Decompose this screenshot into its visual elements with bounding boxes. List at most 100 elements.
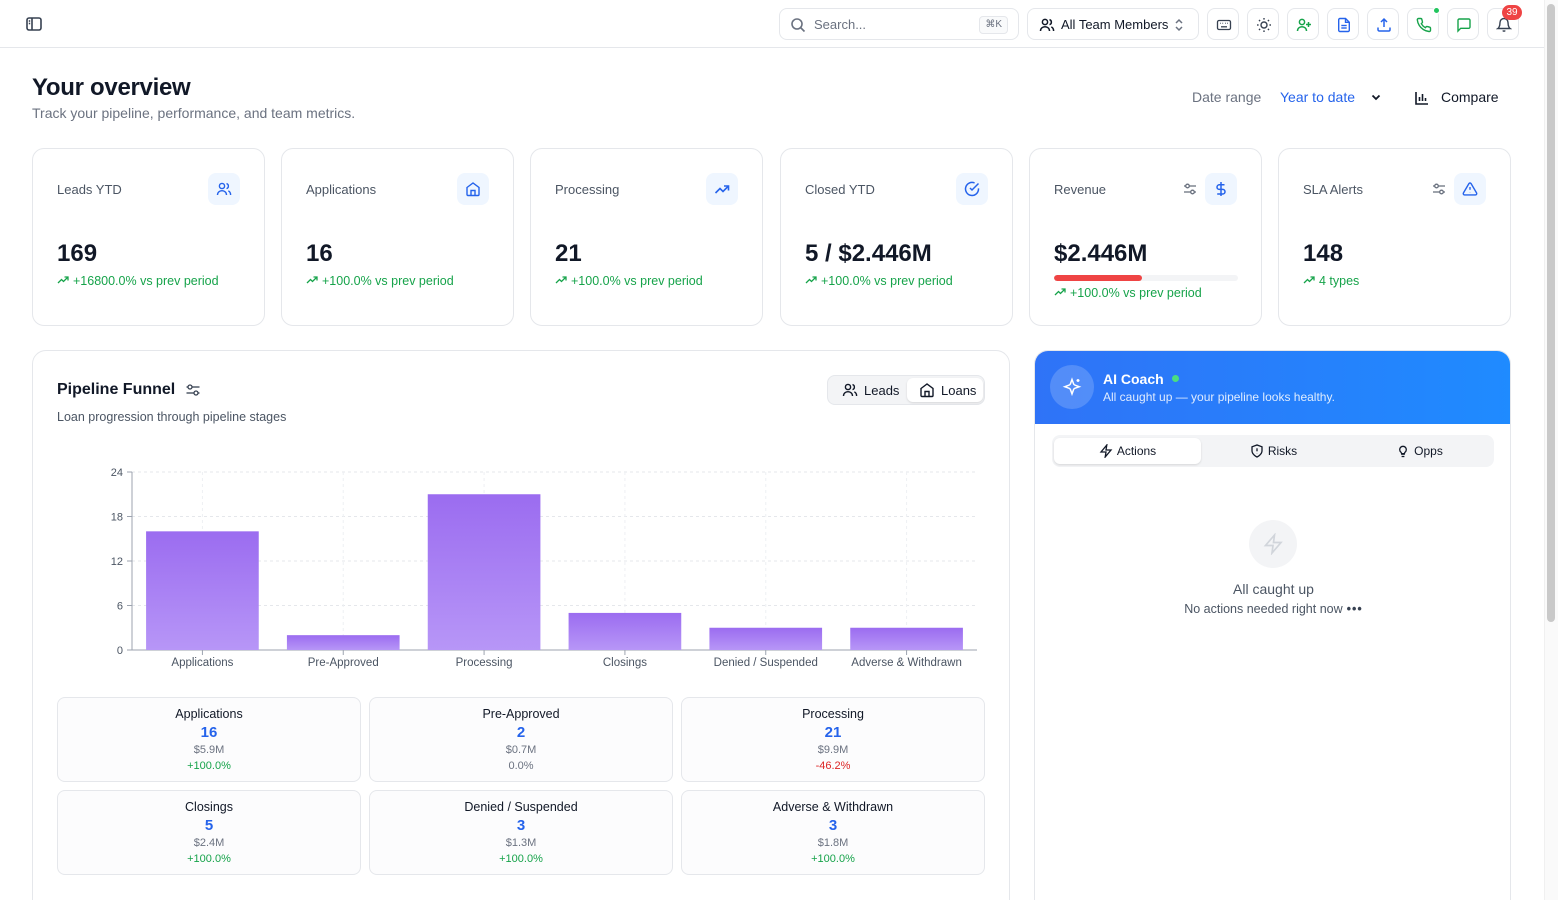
tab-actions[interactable]: Actions (1054, 438, 1201, 464)
empty-state-subtitle: No actions needed right now ••• (1184, 602, 1363, 616)
metric-card-revenue[interactable]: Revenue $2.446M +100.0% vs prev period (1029, 148, 1262, 326)
tab-opps[interactable]: Opps (1346, 438, 1493, 464)
alert-triangle-icon (1454, 173, 1486, 205)
metric-change: +100.0% vs prev period (805, 274, 953, 288)
stage-change: 0.0% (508, 760, 534, 772)
stage-stat-processing[interactable]: Processing 21 $9.9M -46.2% (681, 697, 985, 782)
notifications-button[interactable]: 39 (1487, 5, 1522, 40)
metric-change: +16800.0% vs prev period (57, 274, 219, 288)
stage-stat-pre-approved[interactable]: Pre-Approved 2 $0.7M 0.0% (369, 697, 673, 782)
date-range-select[interactable]: Year to date (1280, 89, 1355, 105)
metric-label: Processing (555, 182, 620, 197)
home-icon (920, 383, 934, 398)
stage-label: Processing (802, 707, 864, 721)
keyboard-button[interactable] (1207, 8, 1239, 40)
chart-bar[interactable] (850, 627, 963, 650)
x-tick-label: Adverse & Withdrawn (851, 657, 962, 669)
stage-stat-denied-suspended[interactable]: Denied / Suspended 3 $1.3M +100.0% (369, 790, 673, 875)
date-range-label: Date range (1192, 89, 1262, 105)
shield-icon (1251, 444, 1263, 458)
metric-card-closed[interactable]: Closed YTD 5 / $2.446M +100.0% vs prev p… (780, 148, 1013, 326)
metric-change: +100.0% vs prev period (306, 274, 454, 288)
upload-button[interactable] (1367, 8, 1399, 40)
metric-label: SLA Alerts (1303, 182, 1363, 197)
sliders-icon[interactable] (1432, 182, 1446, 196)
upload-icon (1377, 17, 1391, 32)
chart-bar[interactable] (286, 635, 400, 650)
metric-value: 16 (306, 240, 333, 267)
ai-coach-header: AI Coach All caught up — your pipeline l… (1035, 351, 1510, 424)
sparkles-icon (1050, 365, 1094, 409)
zap-icon (1249, 520, 1297, 568)
funnel-subtitle: Loan progression through pipeline stages (57, 410, 287, 424)
phone-status-dot (1433, 7, 1440, 14)
metric-card-applications[interactable]: Applications 16 +100.0% vs prev period (281, 148, 514, 326)
messages-button[interactable] (1447, 8, 1479, 40)
stage-amount: $1.8M (817, 837, 849, 849)
stage-amount: $1.3M (505, 837, 537, 849)
notifications-badge: 39 (1502, 5, 1522, 20)
stage-count: 3 (828, 817, 838, 834)
stage-amount: $2.4M (193, 837, 225, 849)
x-tick-label: Applications (171, 657, 233, 669)
phone-icon (1416, 17, 1432, 33)
stage-amount: $9.9M (817, 744, 849, 756)
tab-risks[interactable]: Risks (1200, 438, 1347, 464)
sliders-icon[interactable] (1183, 182, 1197, 196)
trending-up-icon (1303, 276, 1315, 284)
stage-label: Applications (175, 707, 243, 721)
stage-stat-adverse-withdrawn[interactable]: Adverse & Withdrawn 3 $1.8M +100.0% (681, 790, 985, 875)
metric-card-processing[interactable]: Processing 21 +100.0% vs prev period (530, 148, 763, 326)
more-dots-icon[interactable]: ••• (1346, 602, 1363, 616)
toggle-leads[interactable]: Leads (830, 378, 906, 402)
chart-bar[interactable] (709, 627, 823, 650)
metric-change: +100.0% vs prev period (1054, 286, 1202, 300)
user-plus-icon (1296, 18, 1311, 32)
metric-card-sla-alerts[interactable]: SLA Alerts 148 4 types (1278, 148, 1511, 326)
x-tick-label: Closings (603, 657, 647, 669)
leads-loans-toggle: Leads Loans (827, 375, 985, 405)
phone-button[interactable] (1407, 7, 1440, 40)
x-tick-label: Processing (456, 657, 513, 669)
x-tick-label: Denied / Suspended (714, 657, 818, 669)
stage-count: 5 (204, 817, 214, 834)
trending-up-icon (306, 276, 318, 284)
empty-state-title: All caught up (1233, 581, 1314, 597)
stage-stat-applications[interactable]: Applications 16 $5.9M +100.0% (57, 697, 361, 782)
toggle-loans[interactable]: Loans (907, 378, 983, 402)
chevron-up-down-icon (1172, 18, 1186, 32)
search-shortcut: ⌘K (979, 16, 1008, 34)
stage-count: 3 (516, 817, 526, 834)
chart-bar[interactable] (146, 531, 259, 650)
sliders-icon[interactable] (185, 382, 201, 398)
scrollbar-thumb[interactable] (1547, 4, 1555, 622)
theme-toggle-button[interactable] (1247, 8, 1279, 40)
y-tick-label: 6 (117, 601, 123, 613)
trending-up-icon (805, 276, 817, 284)
add-user-button[interactable] (1287, 8, 1319, 40)
team-member-selector[interactable]: All Team Members (1027, 8, 1199, 40)
chevron-down-icon[interactable] (1369, 90, 1383, 104)
stage-amount: $5.9M (193, 744, 225, 756)
check-circle-icon (956, 173, 988, 205)
search-input[interactable]: Search... ⌘K (779, 8, 1019, 40)
metric-label: Applications (306, 182, 377, 197)
top-bar: Search... ⌘K All Team Members 39 (0, 0, 1544, 48)
stage-label: Denied / Suspended (464, 800, 578, 814)
sidebar-toggle-icon[interactable] (24, 14, 44, 34)
metric-label: Revenue (1054, 182, 1107, 197)
metric-label: Leads YTD (57, 182, 122, 197)
stage-stat-closings[interactable]: Closings 5 $2.4M +100.0% (57, 790, 361, 875)
metric-card-leads[interactable]: Leads YTD 169 +16800.0% vs prev period (32, 148, 265, 326)
stage-count: 2 (516, 724, 526, 741)
chart-bar[interactable] (568, 612, 682, 650)
metric-value: $2.446M (1054, 240, 1148, 267)
ai-coach-title: AI Coach (1103, 371, 1164, 387)
page-title: Your overview (32, 74, 191, 101)
y-tick-label: 18 (111, 512, 123, 524)
document-button[interactable] (1327, 8, 1359, 40)
zap-icon (1099, 444, 1113, 458)
page-subtitle: Track your pipeline, performance, and te… (32, 105, 356, 121)
metric-value: 21 (555, 240, 582, 267)
chart-bar[interactable] (427, 494, 541, 650)
